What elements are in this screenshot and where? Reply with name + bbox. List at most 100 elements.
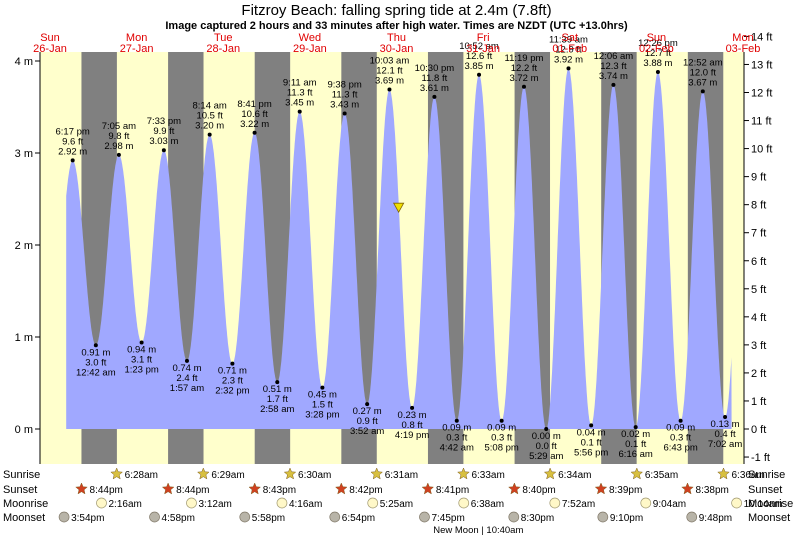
low-tide-label: 0.94 m [127,345,156,356]
day-date-label: 26-Jan [33,43,67,55]
high-tide-label: 3.92 m [554,54,583,65]
low-tide-label: 0.02 m [621,429,650,440]
high-tide-label: 11.8 ft [422,73,448,84]
low-tide-point [633,425,638,430]
day-of-week-label: Fri [477,32,490,44]
sunrise-icon [370,467,384,480]
day-labels: Sun26-JanMon27-JanTue28-JanWed29-JanThu3… [33,32,760,55]
sunset-icon [508,482,521,495]
low-tide-point [454,418,459,423]
left-tick-label: 2 m [15,240,33,252]
low-tide-label: 6:16 am [619,449,653,460]
high-tide-point [655,70,660,75]
day-of-week-label: Mon [126,32,147,44]
tide-area [66,68,732,430]
low-tide-label: 5:08 pm [484,443,518,454]
low-tide-label: 0.0 ft [536,441,557,452]
low-tide-label: 3:28 pm [305,410,339,421]
low-tide-label: 2.4 ft [176,373,197,384]
high-tide-label: 11.3 ft [287,88,313,99]
moonset-time: 5:58pm [252,513,285,524]
low-tide-label: 0.8 ft [402,420,423,431]
sunset-icon [334,482,348,495]
day-date-label: 27-Jan [120,43,154,55]
low-tide-label: 0.09 m [487,423,516,434]
moonrise-icon [731,497,742,509]
sunrise-icon [110,467,124,480]
low-tide-label: 0.3 ft [491,433,512,444]
low-tide-label: 0.3 ft [446,433,467,444]
moonset-icon [597,511,609,523]
right-tick-label: 9 ft [751,172,766,184]
high-tide-label: 3.85 m [465,61,494,72]
right-tick-label: 0 ft [751,424,766,436]
high-tide-point [611,82,616,87]
sunrise-time: 6:28am [125,470,158,481]
low-tide-point [723,415,728,420]
high-tide-label: 3.67 m [688,77,717,88]
high-tide-label: 10.6 ft [241,109,268,120]
low-tide-point [365,402,370,407]
sunset-time: 8:44pm [90,485,123,496]
moonset-row-label-left: Moonset [3,512,45,524]
sunset-time: 8:42pm [349,485,382,496]
sunrise-time: 6:29am [211,470,244,481]
low-tide-label: 5:29 am [529,451,563,462]
low-tide-label: 3.1 ft [131,355,152,366]
sunrise-icon [283,467,297,480]
moonset-row-label-right: Moonset [748,512,790,524]
low-tide-point [275,380,280,385]
moonset-time: 3:54pm [71,513,104,524]
moonrise-time: 5:25am [380,499,413,510]
high-tide-label: 10:30 pm [415,63,455,74]
sunrise-time: 6:31am [385,470,418,481]
high-tide-point [116,152,121,157]
right-tick-label: 5 ft [751,284,766,296]
low-tide-point [320,385,325,390]
sunrise-icon [457,467,470,480]
moonset-icon [149,511,160,523]
tide-area-path [66,68,732,430]
right-tick-label: 11 ft [751,116,772,128]
high-tide-label: 3.03 m [149,136,178,147]
current-tide-marker [392,202,405,214]
moonrise-row-label-right: Moonrise [748,498,793,510]
moonrise-time: 6:38am [471,499,504,510]
low-tide-label: 1:23 pm [124,365,158,376]
moonset-icon [329,511,341,523]
sunrise-time: 6:33am [471,470,504,481]
low-tide-label: 0.4 ft [715,429,736,440]
low-tide-point [184,358,189,363]
right-tick-label: 8 ft [751,200,766,212]
sunset-icon [75,482,88,495]
high-tide-label: 3.45 m [285,98,314,109]
sunset-icon [421,482,435,495]
high-tide-label: 2.98 m [104,141,133,152]
high-tide-label: 9.9 ft [153,126,174,137]
moonset-icon [508,511,520,523]
moonrise-icon [186,497,197,509]
low-tide-label: 0.74 m [172,363,201,374]
moonset-time: 6:54pm [342,513,375,524]
high-tide-point [387,87,392,92]
high-tide-label: 3.69 m [375,76,404,87]
high-tide-label: 10.5 ft [196,111,223,122]
high-tide-label: 6:17 pm [56,126,90,137]
right-tick-label: 4 ft [751,312,766,324]
high-tide-label: 11:39 am [549,34,588,45]
sunrise-time: 6:30am [298,470,331,481]
moonset-icon [419,511,430,523]
sunset-icon [248,482,262,495]
sunrise-icon [717,467,730,480]
left-tick-label: 1 m [15,332,33,344]
high-tide-label: 3.22 m [240,119,269,130]
low-tide-label: 0.1 ft [625,439,646,450]
day-of-week-label: Sun [40,32,60,44]
day-of-week-label: Tue [214,32,233,44]
high-tide-point [521,84,526,89]
day-of-week-label: Sun [647,32,667,44]
sunrise-row-label-right: Sunrise [748,469,785,481]
low-tide-label: 1:57 am [170,383,204,394]
